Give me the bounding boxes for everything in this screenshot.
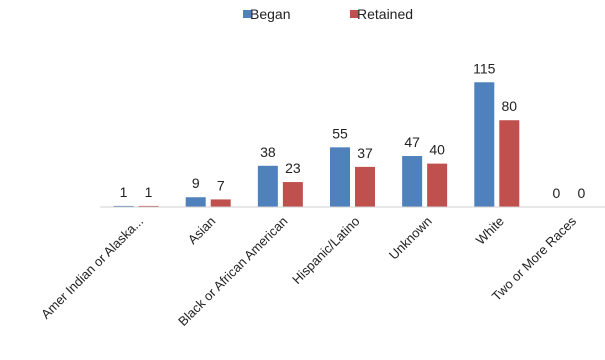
legend-label-1: Retained bbox=[357, 6, 413, 22]
bar-0-0 bbox=[113, 205, 134, 207]
legend-swatch-0 bbox=[243, 10, 251, 18]
legend-label-0: Began bbox=[250, 6, 290, 22]
data-label-0-6: 0 bbox=[553, 185, 561, 201]
data-label-0-3: 55 bbox=[332, 125, 348, 141]
data-label-0-1: 9 bbox=[192, 175, 200, 191]
bar-0-2 bbox=[257, 165, 278, 207]
data-label-1-5: 80 bbox=[501, 98, 517, 114]
data-label-1-4: 40 bbox=[429, 142, 445, 158]
bar-0-4 bbox=[402, 156, 423, 207]
category-label-3: Hispanic/Latino bbox=[289, 214, 362, 287]
bar-1-5 bbox=[499, 120, 520, 207]
legend-swatch-1 bbox=[350, 10, 358, 18]
bars-group bbox=[113, 82, 520, 207]
data-label-1-6: 0 bbox=[578, 185, 586, 201]
data-label-1-3: 37 bbox=[357, 145, 373, 161]
data-label-0-0: 1 bbox=[120, 184, 128, 200]
category-label-5: White bbox=[473, 214, 507, 248]
bar-1-1 bbox=[210, 199, 231, 207]
bar-1-2 bbox=[282, 182, 303, 207]
data-label-1-0: 1 bbox=[145, 184, 153, 200]
data-label-1-1: 7 bbox=[217, 177, 225, 193]
bar-1-3 bbox=[355, 166, 375, 207]
category-label-4: Unknown bbox=[386, 214, 435, 263]
category-label-0: Amer Indian or Alaska... bbox=[38, 214, 146, 322]
bar-0-5 bbox=[474, 82, 495, 207]
bar-1-0 bbox=[138, 205, 159, 207]
bar-0-1 bbox=[185, 197, 206, 207]
bar-0-3 bbox=[330, 147, 350, 207]
data-label-0-4: 47 bbox=[404, 134, 420, 150]
bar-1-4 bbox=[427, 163, 448, 207]
legend: Began Retained bbox=[243, 6, 413, 22]
category-label-1: Asian bbox=[185, 214, 219, 248]
data-label-0-5: 115 bbox=[473, 60, 496, 76]
data-label-0-2: 38 bbox=[260, 144, 276, 160]
data-label-1-2: 23 bbox=[285, 160, 301, 176]
